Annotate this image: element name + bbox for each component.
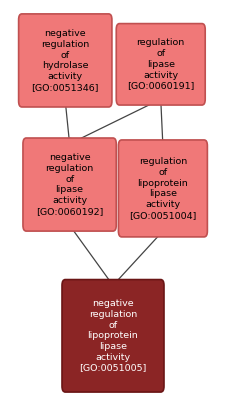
Text: negative
regulation
of
hydrolase
activity
[GO:0051346]: negative regulation of hydrolase activit…	[31, 29, 99, 92]
Text: regulation
of
lipoprotein
lipase
activity
[GO:0051004]: regulation of lipoprotein lipase activit…	[129, 157, 196, 220]
FancyBboxPatch shape	[62, 280, 163, 392]
FancyBboxPatch shape	[18, 14, 111, 107]
FancyBboxPatch shape	[116, 23, 204, 105]
Text: regulation
of
lipase
activity
[GO:0060191]: regulation of lipase activity [GO:006019…	[126, 38, 194, 90]
FancyBboxPatch shape	[118, 140, 207, 237]
Text: negative
regulation
of
lipoprotein
lipase
activity
[GO:0051005]: negative regulation of lipoprotein lipas…	[79, 299, 146, 372]
Text: negative
regulation
of
lipase
activity
[GO:0060192]: negative regulation of lipase activity […	[36, 153, 103, 216]
FancyBboxPatch shape	[23, 138, 116, 231]
